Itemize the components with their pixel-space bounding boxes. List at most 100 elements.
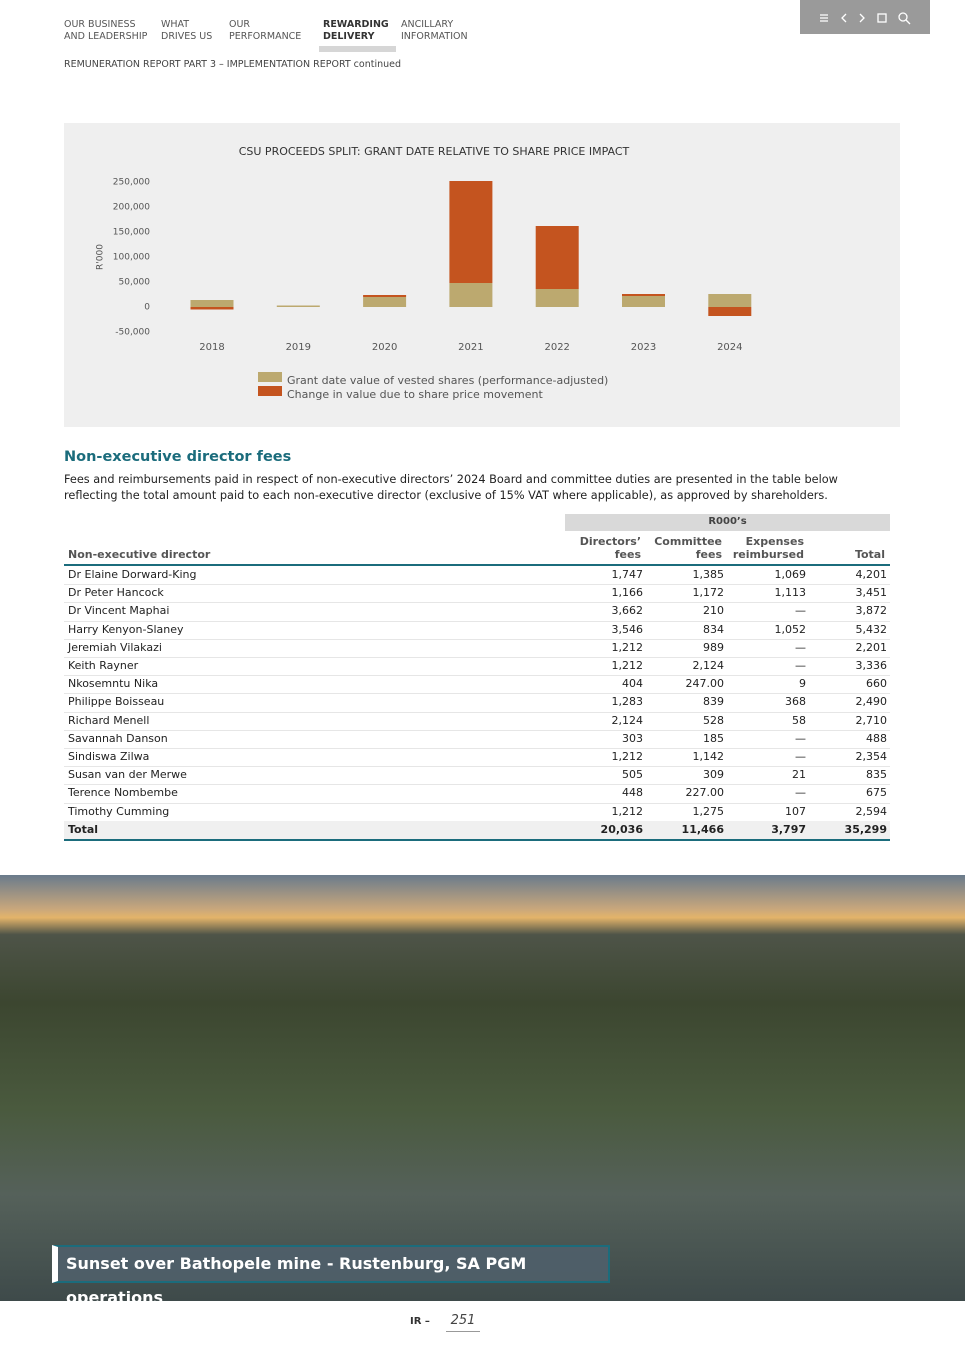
total-rule bbox=[64, 838, 890, 841]
row-rule bbox=[64, 657, 890, 658]
y-tick-label: -50,000 bbox=[115, 328, 150, 338]
x-tick-label: 2019 bbox=[286, 342, 311, 353]
bar-segment bbox=[449, 283, 493, 307]
x-tick-label: 2024 bbox=[717, 342, 742, 353]
nav-line: INFORMATION bbox=[401, 31, 468, 42]
menu-icon[interactable] bbox=[820, 14, 828, 22]
x-tick-label: 2020 bbox=[372, 342, 397, 353]
cell-value: 3,662 bbox=[611, 604, 644, 618]
row-rule bbox=[64, 711, 890, 713]
row-rule bbox=[64, 584, 890, 586]
cell-value: 368 bbox=[785, 695, 806, 709]
legend-swatch bbox=[258, 386, 282, 396]
column-header: Non-executive director bbox=[68, 548, 211, 561]
bar-segment bbox=[535, 289, 579, 307]
total-bg bbox=[64, 820, 890, 839]
row-rule bbox=[64, 784, 890, 786]
row-label: Dr Vincent Maphai bbox=[68, 604, 170, 618]
y-tick-label: 150,000 bbox=[113, 228, 150, 238]
nav-line: DELIVERY bbox=[323, 31, 375, 42]
bar-segment bbox=[708, 307, 752, 316]
prev-icon[interactable] bbox=[841, 13, 847, 23]
row-label: Philippe Boisseau bbox=[68, 695, 165, 709]
next-icon[interactable] bbox=[859, 13, 865, 23]
cell-value: 1,283 bbox=[611, 695, 644, 709]
bar-segment bbox=[363, 297, 407, 307]
row-rule bbox=[64, 638, 890, 640]
subtitle: REMUNERATION REPORT PART 3 – IMPLEMENTAT… bbox=[64, 59, 402, 70]
row-label: Nkosemntu Nika bbox=[68, 677, 159, 691]
x-tick-label: 2021 bbox=[458, 342, 483, 353]
bar-segment bbox=[535, 226, 579, 289]
cell-value: 1,113 bbox=[774, 586, 807, 600]
page-icon[interactable] bbox=[877, 13, 887, 23]
x-tick-label: 2018 bbox=[199, 342, 224, 353]
cell-value: 1,052 bbox=[774, 622, 807, 636]
column-header: fees bbox=[695, 548, 722, 561]
cell-value: 660 bbox=[866, 677, 887, 691]
cell-value: 247.00 bbox=[685, 677, 725, 691]
cell-value: 404 bbox=[622, 677, 643, 691]
active-indicator bbox=[319, 46, 396, 52]
cell-value: 2,490 bbox=[855, 695, 888, 709]
row-label: Jeremiah Vilakazi bbox=[68, 640, 162, 654]
cell-value: 505 bbox=[622, 768, 643, 782]
row-rule bbox=[64, 675, 890, 677]
y-tick-label: 100,000 bbox=[113, 253, 150, 263]
row-rule bbox=[64, 729, 890, 731]
nav-line: OUR BUSINESS bbox=[64, 19, 136, 30]
nav-item[interactable]: OUR BUSINESS AND LEADERSHIP bbox=[64, 19, 147, 43]
cell-value: 185 bbox=[703, 731, 724, 745]
bar-segment bbox=[363, 295, 407, 297]
bar-segment bbox=[190, 300, 234, 307]
bar-segment bbox=[622, 294, 665, 296]
search-icon[interactable] bbox=[898, 12, 908, 22]
nav-item[interactable]: REWARDING DELIVERY bbox=[323, 19, 389, 43]
nav-line: ANCILLARY bbox=[401, 19, 454, 30]
cell-value: 227.00 bbox=[685, 786, 725, 800]
column-header: Committee bbox=[654, 535, 722, 548]
nav-line: AND LEADERSHIP bbox=[64, 31, 148, 42]
nav-line: PERFORMANCE bbox=[229, 31, 302, 42]
section-title: Non-executive director fees bbox=[64, 449, 292, 465]
cell-value: 1,275 bbox=[692, 804, 725, 818]
cell-value: — bbox=[795, 750, 806, 763]
column-header: Total bbox=[854, 548, 885, 561]
cell-value: 11,466 bbox=[681, 822, 724, 836]
nav-line: OUR bbox=[229, 19, 251, 30]
toolbar bbox=[800, 0, 930, 34]
chart-title: CSU PROCEEDS SPLIT: GRANT DATE RELATIVE … bbox=[239, 145, 630, 158]
cell-value: 835 bbox=[866, 768, 887, 782]
y-axis-label: R'000 bbox=[96, 244, 106, 270]
cell-value: 1,142 bbox=[692, 750, 725, 763]
cell-value: 3,546 bbox=[611, 622, 644, 636]
row-label: Total bbox=[68, 822, 99, 836]
cell-value: 2,710 bbox=[855, 713, 888, 727]
cell-value: 1,747 bbox=[611, 568, 644, 581]
x-tick-label: 2022 bbox=[544, 342, 569, 353]
bar-segment bbox=[622, 296, 665, 307]
column-header: reimbursed bbox=[732, 548, 804, 561]
row-rule bbox=[64, 602, 890, 604]
legend-swatch bbox=[258, 372, 282, 382]
nav-item[interactable]: OUR PERFORMANCE bbox=[229, 19, 301, 43]
cell-value: 2,201 bbox=[855, 640, 888, 654]
cell-value: 210 bbox=[703, 604, 724, 618]
nav-item[interactable]: WHAT DRIVES US bbox=[161, 19, 212, 43]
row-label: Dr Peter Hancock bbox=[68, 586, 164, 600]
cell-value: 1,172 bbox=[692, 586, 725, 600]
cell-value: 107 bbox=[785, 804, 806, 818]
cell-value: 1,212 bbox=[611, 804, 644, 818]
cell-value: 3,797 bbox=[771, 822, 806, 836]
x-tick-label: 2023 bbox=[631, 342, 656, 353]
cell-value: 1,385 bbox=[692, 568, 725, 581]
nav-item[interactable]: ANCILLARY INFORMATION bbox=[401, 19, 468, 43]
nav-line: REWARDING bbox=[323, 19, 389, 30]
row-rule bbox=[64, 693, 890, 695]
cell-value: 303 bbox=[622, 731, 643, 745]
legend-label: Change in value due to share price movem… bbox=[287, 388, 543, 401]
group-header: R000’s bbox=[708, 516, 747, 527]
header-rule bbox=[64, 564, 890, 566]
row-label: Sindiswa Zilwa bbox=[68, 750, 150, 763]
cell-value: 3,336 bbox=[855, 659, 888, 672]
